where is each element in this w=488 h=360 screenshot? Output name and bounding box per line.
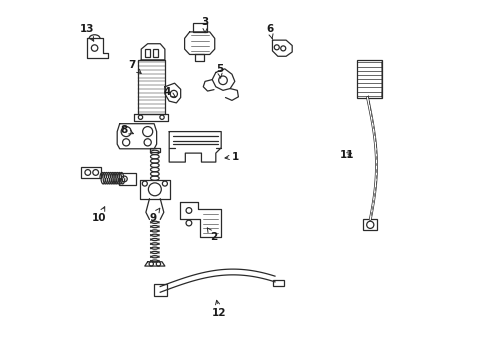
Bar [144,49,149,57]
Bar [273,280,284,286]
Text: 8: 8 [121,125,133,135]
Text: 7: 7 [127,60,141,73]
Circle shape [148,183,161,196]
Bar [81,167,101,178]
Circle shape [142,181,147,186]
Circle shape [121,127,131,136]
Circle shape [142,127,152,136]
Circle shape [121,176,127,182]
Bar [153,284,166,296]
Circle shape [218,76,227,85]
Circle shape [144,139,151,146]
Text: 2: 2 [207,228,217,242]
Text: 6: 6 [265,24,273,39]
Bar [119,173,136,185]
Text: 4: 4 [163,87,175,97]
Circle shape [138,115,142,120]
Bar [192,23,206,32]
Circle shape [170,90,177,98]
Bar [356,60,381,98]
Circle shape [366,221,373,228]
Text: 10: 10 [92,207,106,222]
Circle shape [280,46,285,51]
Circle shape [122,139,129,146]
Circle shape [185,208,191,213]
Circle shape [85,170,90,175]
Circle shape [274,45,279,50]
Circle shape [91,45,98,51]
Circle shape [162,181,167,186]
Circle shape [160,115,164,120]
Bar [152,49,158,57]
Text: 12: 12 [212,300,226,318]
Circle shape [185,220,191,226]
Text: 11: 11 [339,150,353,160]
Text: 3: 3 [201,17,208,33]
Circle shape [149,262,153,266]
Text: 13: 13 [79,24,94,41]
Bar [363,220,377,230]
Circle shape [156,262,160,266]
Circle shape [93,170,99,175]
Text: 9: 9 [149,208,160,222]
Text: 5: 5 [215,64,223,78]
Text: 1: 1 [224,152,239,162]
